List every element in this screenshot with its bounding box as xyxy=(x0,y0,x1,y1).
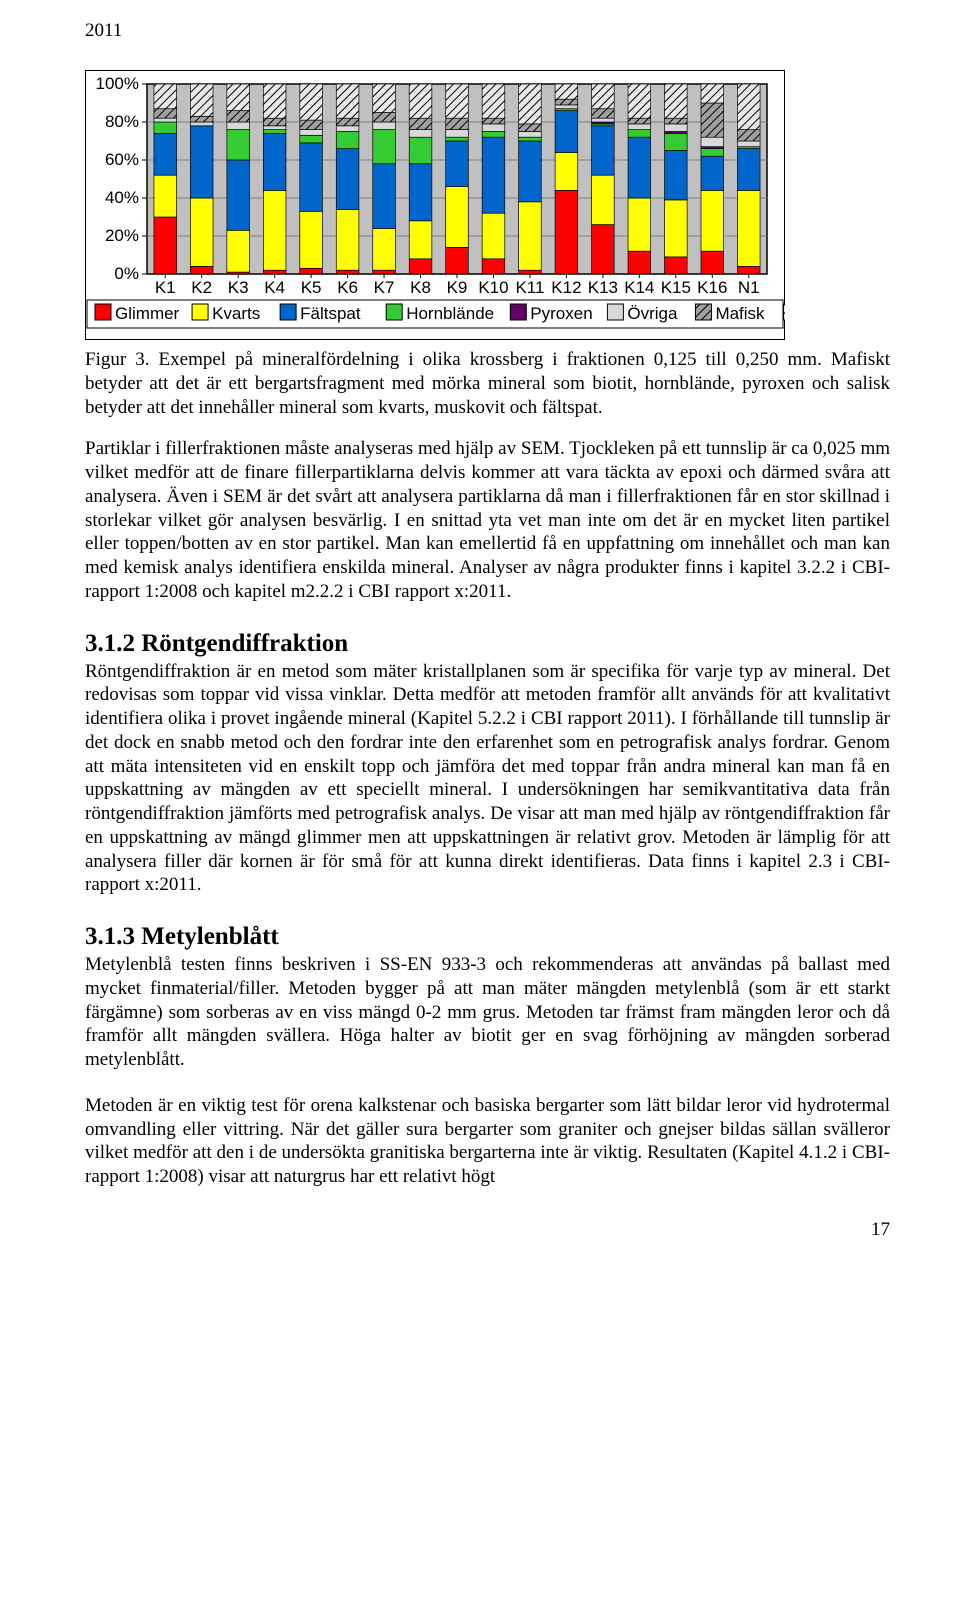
heading-rontgendiffraktion: 3.1.2 Röntgendiffraktion xyxy=(85,630,890,658)
svg-text:Övriga: Övriga xyxy=(627,304,678,323)
svg-text:K5: K5 xyxy=(301,278,322,297)
svg-text:Fältspat: Fältspat xyxy=(300,304,361,323)
svg-text:60%: 60% xyxy=(105,150,139,169)
paragraph-sem: Partiklar i fillerfraktionen måste analy… xyxy=(85,437,890,603)
svg-text:100%: 100% xyxy=(96,74,139,93)
svg-text:K3: K3 xyxy=(228,278,249,297)
paragraph-metylenblatt-2: Metoden är en viktig test för orena kalk… xyxy=(85,1094,890,1189)
svg-text:K16: K16 xyxy=(697,278,727,297)
svg-text:80%: 80% xyxy=(105,112,139,131)
paragraph-metylenblatt-1: Metylenblå testen finns beskriven i SS-E… xyxy=(85,953,890,1072)
svg-text:K14: K14 xyxy=(624,278,654,297)
svg-text:Kvarts: Kvarts xyxy=(212,304,260,323)
heading-metylenblatt: 3.1.3 Metylenblått xyxy=(85,923,890,951)
mineral-chart: 0% 20% 40% 60% 80% 100% K1 K2 K3 K4 K5 K6 K7 K8 K9 K10 K… xyxy=(85,70,785,340)
svg-text:K10: K10 xyxy=(478,278,508,297)
svg-text:0%: 0% xyxy=(114,264,139,283)
svg-text:K7: K7 xyxy=(374,278,395,297)
svg-text:Glimmer: Glimmer xyxy=(115,304,180,323)
svg-text:40%: 40% xyxy=(105,188,139,207)
paragraph-rontgendiffraktion: Röntgendiffraktion är en metod som mäter… xyxy=(85,660,890,898)
svg-text:K15: K15 xyxy=(661,278,691,297)
svg-text:K12: K12 xyxy=(551,278,581,297)
svg-text:20%: 20% xyxy=(105,226,139,245)
svg-text:K1: K1 xyxy=(155,278,176,297)
svg-text:Pyroxen: Pyroxen xyxy=(530,304,592,323)
svg-text:Hornblände: Hornblände xyxy=(406,304,494,323)
svg-text:Mafisk: Mafisk xyxy=(715,304,765,323)
svg-text:K8: K8 xyxy=(410,278,431,297)
svg-text:K6: K6 xyxy=(337,278,358,297)
svg-text:K9: K9 xyxy=(447,278,468,297)
mineral-chart-svg: 0% 20% 40% 60% 80% 100% K1 K2 K3 K4 K5 K6 K7 K8 K9 K10 K… xyxy=(85,70,785,340)
svg-text:K11: K11 xyxy=(515,278,544,297)
figure-caption: Figur 3. Exempel på mineralfördelning i … xyxy=(85,348,890,419)
svg-text:K13: K13 xyxy=(588,278,618,297)
svg-text:K4: K4 xyxy=(264,278,285,297)
svg-text:K2: K2 xyxy=(191,278,212,297)
page-number: 17 xyxy=(85,1219,890,1241)
header-year: 2011 xyxy=(85,20,890,42)
svg-text:N1: N1 xyxy=(738,278,760,297)
